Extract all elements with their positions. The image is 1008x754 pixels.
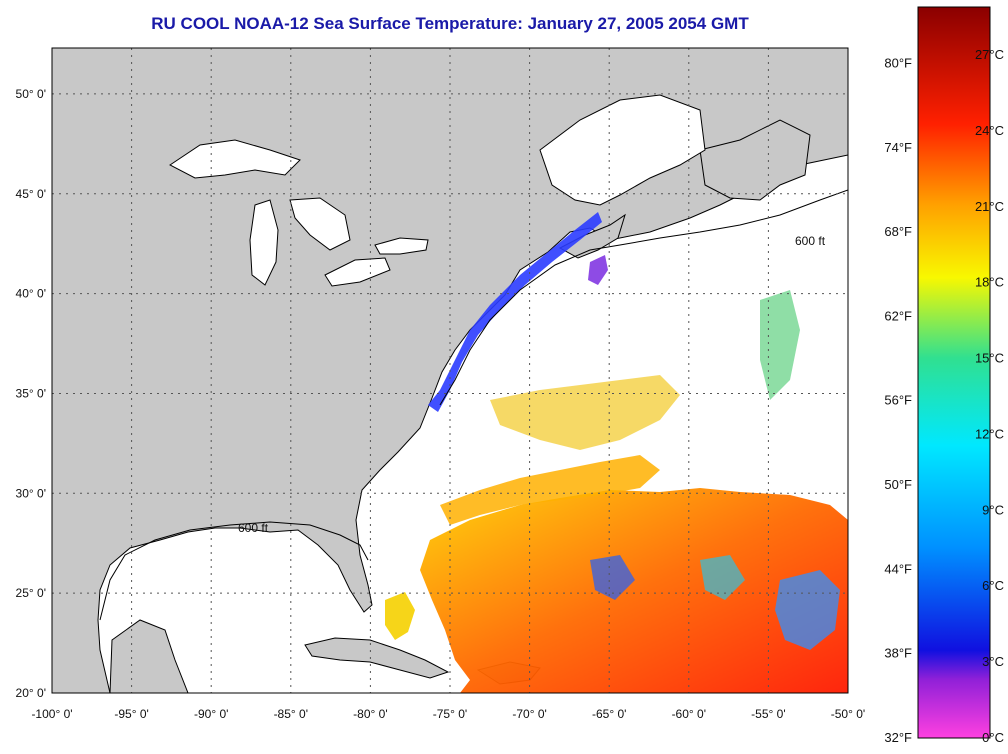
depth-contour-600ft-gulf [99, 521, 369, 621]
longitude-tick-label: -50° 0' [831, 707, 865, 721]
contour-label-atlantic: 600 ft [795, 234, 826, 248]
longitude-tick-label: -95° 0' [114, 707, 148, 721]
sst-cool-patches-2 [700, 555, 745, 600]
fahrenheit-tick-label: 32°F [884, 730, 912, 745]
depth-contour-600ft [439, 189, 848, 406]
latitude-tick-label: 30° 0' [16, 486, 46, 500]
latitude-tick-label: 35° 0' [16, 386, 46, 400]
longitude-axis: -100° 0' -95° 0' -90° 0' -85° 0' -80° 0' -75°… [31, 707, 865, 721]
fahrenheit-tick-label: 38°F [884, 646, 912, 661]
celsius-tick-label: 0°C [982, 730, 1004, 745]
longitude-tick-label: -85° 0' [274, 707, 308, 721]
sst-green-patches [760, 290, 800, 400]
map-frame [51, 47, 849, 694]
lake-michigan [249, 199, 279, 286]
sst-cool-patches-3 [590, 555, 635, 600]
fahrenheit-tick-label: 74°F [884, 140, 912, 155]
fahrenheit-tick-label: 50°F [884, 477, 912, 492]
fahrenheit-tick-label: 56°F [884, 393, 912, 408]
sst-florida-bay [385, 592, 415, 640]
celsius-tick-label: 9°C [982, 502, 1004, 517]
map-title: RU COOL NOAA-12 Sea Surface Temperature:… [151, 14, 749, 33]
gulf-st-lawrence [539, 94, 706, 206]
colorbar-fahrenheit-labels: 32°F 38°F 44°F 50°F 56°F 62°F 68°F 74°F 80°F [884, 55, 912, 745]
contour-label-gulf: 600 ft [238, 521, 269, 535]
celsius-tick-label: 15°C [975, 351, 1004, 366]
longitude-tick-label: -100° 0' [31, 707, 72, 721]
celsius-tick-label: 24°C [975, 123, 1004, 138]
sst-scattered-region [490, 375, 680, 450]
lake-huron [289, 197, 351, 251]
celsius-tick-label: 18°C [975, 275, 1004, 290]
map-plot-area: 600 ft 600 ft [52, 48, 848, 693]
lake-superior [169, 139, 301, 179]
map-graticule [52, 48, 848, 693]
longitude-tick-label: -65° 0' [592, 707, 626, 721]
north-america-landmass [52, 48, 848, 693]
sst-cool-patches [775, 570, 840, 650]
latitude-tick-label: 45° 0' [16, 187, 46, 201]
longitude-tick-label: -60° 0' [672, 707, 706, 721]
sst-gulf-of-maine-cold [588, 255, 608, 285]
longitude-tick-label: -55° 0' [751, 707, 785, 721]
celsius-tick-label: 6°C [982, 578, 1004, 593]
lake-ontario [374, 237, 429, 255]
longitude-tick-label: -80° 0' [353, 707, 387, 721]
newfoundland-landmass [699, 119, 811, 201]
longitude-tick-label: -70° 0' [512, 707, 546, 721]
maritimes-landmass [558, 213, 626, 259]
latitude-tick-label: 25° 0' [16, 586, 46, 600]
latitude-tick-label: 50° 0' [16, 87, 46, 101]
sst-mid-region [440, 455, 660, 525]
fahrenheit-tick-label: 44°F [884, 561, 912, 576]
celsius-tick-label: 27°C [975, 47, 1004, 62]
latitude-tick-label: 40° 0' [16, 287, 46, 301]
celsius-tick-label: 12°C [975, 426, 1004, 441]
sst-warm-region [420, 488, 848, 693]
lake-erie [324, 257, 391, 287]
fahrenheit-tick-label: 80°F [884, 55, 912, 70]
latitude-tick-label: 20° 0' [16, 686, 46, 700]
cuba-landmass [304, 637, 450, 679]
mexico-landmass [109, 619, 189, 693]
latitude-axis: 20° 0' 25° 0' 30° 0' 35° 0' 40° 0' 45° 0' 50° … [16, 87, 46, 700]
colorbar [917, 6, 991, 739]
celsius-tick-label: 3°C [982, 654, 1004, 669]
celsius-tick-label: 21°C [975, 199, 1004, 214]
sst-coastal-cold [428, 212, 602, 412]
fahrenheit-tick-label: 68°F [884, 224, 912, 239]
colorbar-celsius-labels: 0°C 3°C 6°C 9°C 12°C 15°C 18°C 21°C 24°C 27°C [975, 47, 1004, 745]
fahrenheit-tick-label: 62°F [884, 308, 912, 323]
sst-overlay [385, 212, 848, 693]
longitude-tick-label: -90° 0' [194, 707, 228, 721]
longitude-tick-label: -75° 0' [433, 707, 467, 721]
